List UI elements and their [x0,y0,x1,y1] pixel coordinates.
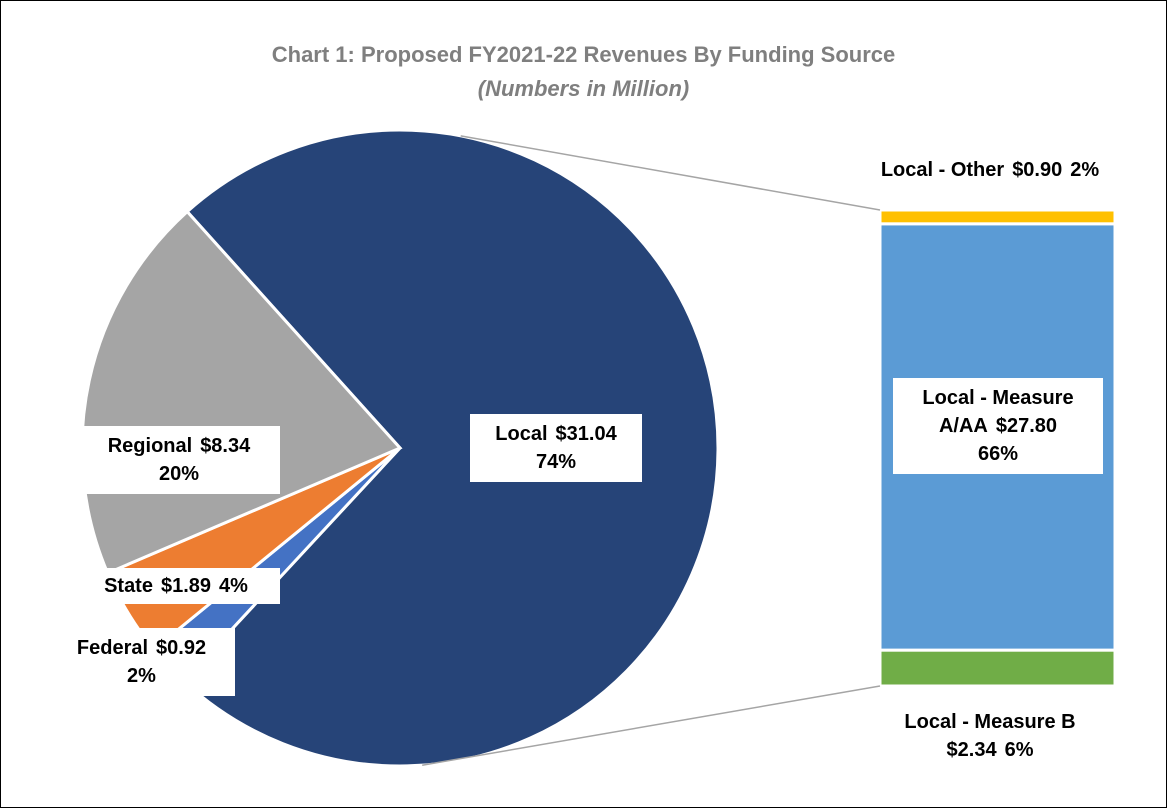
data-label: Local - Other $0.90 2% [820,156,1160,184]
plot-area [80,128,1117,768]
label-name: Local - Other [880,159,1005,181]
label-percent: 66% [977,443,1019,465]
label-value: $2.34 [946,739,997,761]
label-value: $27.80 [995,415,1058,437]
pie-slice [181,128,720,768]
label-name: Regional [107,435,193,457]
connector-line [460,135,881,211]
label-name: Local - Measure A/AA [922,387,1074,437]
label-name: Federal [76,637,149,659]
label-value: $31.04 [555,423,617,445]
label-value: $8.34 [200,435,251,457]
bar-segment [878,648,1117,688]
data-label: Local - Measure B $2.34 6% [840,708,1140,764]
data-label: Local $31.04 74% [470,414,642,482]
data-label: Regional $8.34 20% [78,426,280,494]
data-label: Federal $0.92 2% [48,628,235,696]
bar-segment [878,208,1117,226]
label-name: Local - Measure B [904,711,1076,733]
connector-line [422,685,881,766]
data-label: Local - Measure A/AA $27.80 66% [893,378,1103,474]
label-value: $0.90 [1012,159,1063,181]
label-name: State [104,575,153,597]
chart-title: Chart 1: Proposed FY2021-22 Revenues By … [271,42,896,67]
data-label: State $1.89 4% [72,568,280,604]
label-name: Local [495,423,548,445]
label-value: $0.92 [156,637,207,659]
label-percent: 6% [1004,739,1034,761]
label-percent: 74% [535,451,577,473]
label-percent: 2% [127,665,156,687]
chart-subtitle: (Numbers in Million) [477,76,690,101]
label-percent: 2% [1070,159,1100,181]
label-percent: 4% [219,575,248,597]
label-percent: 20% [158,463,200,485]
label-value: $1.89 [160,575,212,597]
